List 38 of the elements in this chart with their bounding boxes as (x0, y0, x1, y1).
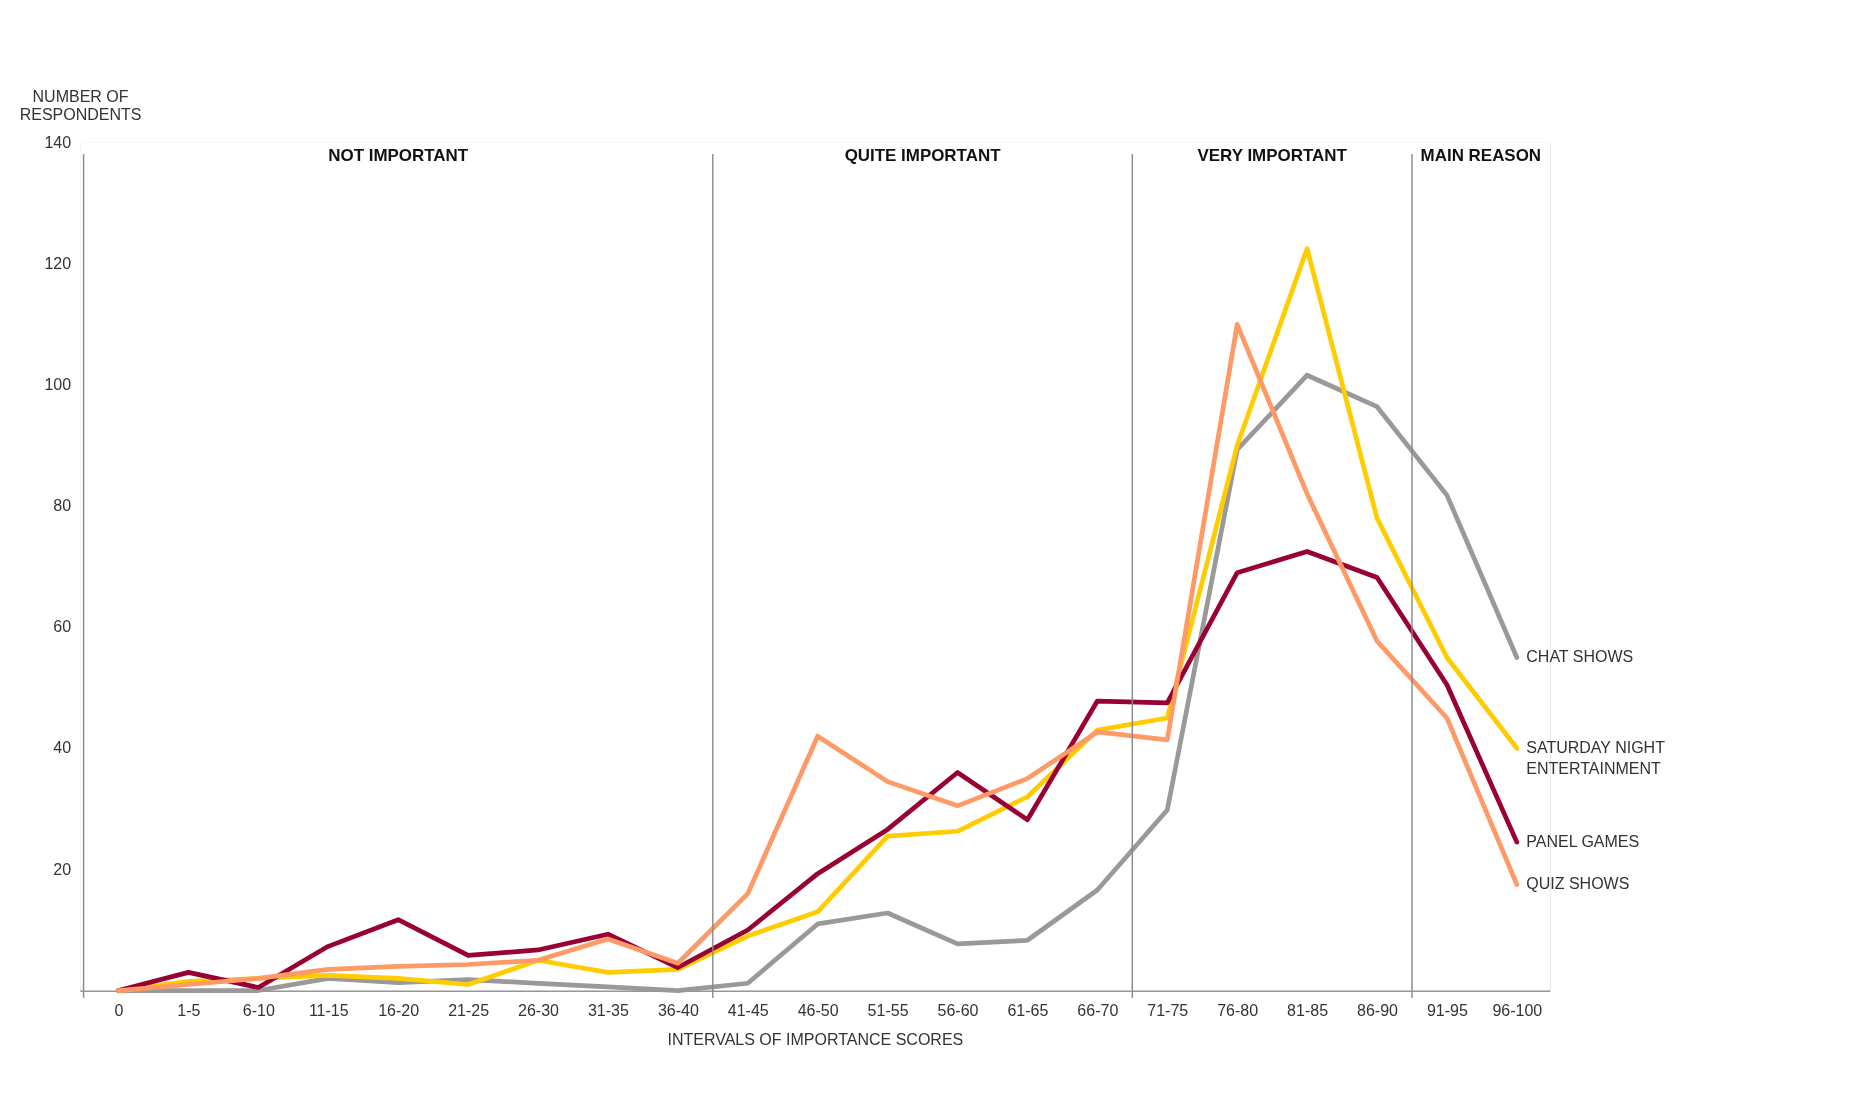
y-tick-label: 20 (53, 860, 72, 878)
band-label: QUITE IMPORTANT (844, 145, 1002, 165)
x-tick-label: 46-50 (797, 1002, 839, 1020)
x-tick-label: 36-40 (657, 1002, 699, 1020)
band-label: MAIN REASON (1420, 145, 1542, 165)
x-tick-label: 6-10 (242, 1002, 275, 1020)
x-tick-label: 11-15 (308, 1002, 349, 1020)
x-tick-label: 1-5 (177, 1002, 201, 1020)
x-tick-label: 56-60 (937, 1002, 979, 1020)
x-tick-label: 81-85 (1287, 1002, 1329, 1020)
series-label: PANEL GAMES (1526, 832, 1640, 850)
x-tick-label: 96-100 (1492, 1002, 1543, 1020)
x-tick-label: 71-75 (1147, 1002, 1189, 1020)
x-tick-label: 0 (114, 1002, 124, 1020)
x-tick-label: 61-65 (1007, 1002, 1049, 1020)
series-label: SATURDAY NIGHT ENTERTAINMENT (1526, 739, 1666, 777)
y-tick-label: 140 (44, 133, 72, 151)
x-tick-label: 66-70 (1077, 1002, 1119, 1020)
x-tick-label: 86-90 (1357, 1002, 1399, 1020)
band-label: NOT IMPORTANT (328, 145, 469, 165)
x-tick-label: 51-55 (867, 1002, 909, 1020)
x-axis-title: INTERVALS OF IMPORTANCE SCORES (667, 1030, 964, 1048)
band-label: VERY IMPORTANT (1197, 145, 1348, 165)
series-label: CHAT SHOWS (1526, 648, 1634, 666)
y-tick-label: 120 (44, 254, 72, 272)
y-axis-title: NUMBER OF RESPONDENTS (19, 87, 142, 123)
y-tick-label: 80 (53, 497, 72, 515)
y-tick-label: 40 (53, 739, 72, 757)
y-tick-label: 60 (53, 618, 72, 636)
x-tick-label: 21-25 (448, 1002, 490, 1020)
x-tick-label: 16-20 (378, 1002, 420, 1020)
y-tick-label: 100 (44, 376, 72, 394)
series-label: QUIZ SHOWS (1526, 875, 1630, 893)
x-tick-label: 31-35 (587, 1002, 629, 1020)
x-tick-label: 41-45 (727, 1002, 769, 1020)
x-tick-label: 26-30 (518, 1002, 560, 1020)
x-tick-label: 91-95 (1426, 1002, 1468, 1020)
x-tick-label: 76-80 (1217, 1002, 1259, 1020)
